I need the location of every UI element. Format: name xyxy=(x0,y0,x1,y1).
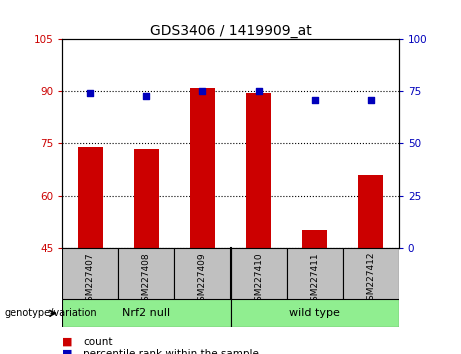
Bar xyxy=(230,299,399,327)
Bar xyxy=(77,147,103,248)
Point xyxy=(367,97,374,103)
Bar xyxy=(302,230,327,248)
Text: ■: ■ xyxy=(62,349,73,354)
Bar xyxy=(343,248,399,299)
Text: GSM227410: GSM227410 xyxy=(254,252,263,307)
Point xyxy=(311,97,318,103)
Bar xyxy=(230,248,287,299)
Text: GSM227412: GSM227412 xyxy=(366,252,375,307)
Text: ■: ■ xyxy=(62,337,73,347)
Text: genotype/variation: genotype/variation xyxy=(5,308,97,318)
Text: wild type: wild type xyxy=(289,308,340,318)
Bar xyxy=(174,248,230,299)
Bar xyxy=(358,175,384,248)
Text: GSM227409: GSM227409 xyxy=(198,252,207,307)
Text: GSM227411: GSM227411 xyxy=(310,252,319,307)
Point xyxy=(87,90,94,96)
Text: GSM227408: GSM227408 xyxy=(142,252,151,307)
Text: percentile rank within the sample: percentile rank within the sample xyxy=(83,349,259,354)
Bar xyxy=(246,93,271,248)
Text: Nrf2 null: Nrf2 null xyxy=(122,308,171,318)
Point xyxy=(255,88,262,94)
Bar xyxy=(134,149,159,248)
Bar xyxy=(190,88,215,248)
Bar xyxy=(62,299,230,327)
Text: GSM227407: GSM227407 xyxy=(86,252,95,307)
Bar xyxy=(287,248,343,299)
Title: GDS3406 / 1419909_at: GDS3406 / 1419909_at xyxy=(150,24,311,38)
Bar xyxy=(62,248,118,299)
Text: count: count xyxy=(83,337,112,347)
Point xyxy=(199,88,206,94)
Bar xyxy=(118,248,174,299)
Point xyxy=(142,93,150,99)
